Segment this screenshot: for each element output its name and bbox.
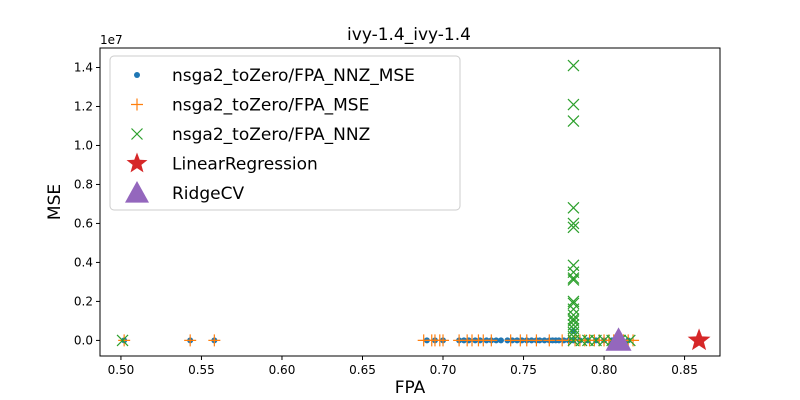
y-axis-ticks: 0.0 0.2 0.4 0.6 0.8 1.0 1.2 1.4	[74, 60, 100, 347]
series-x	[116, 59, 636, 347]
x-axis-ticks: 0.50 0.55 0.60 0.65 0.70 0.75 0.80 0.85	[108, 356, 698, 377]
data-point	[567, 330, 580, 343]
series-star	[687, 328, 711, 351]
x-tick-label: 0.70	[430, 363, 457, 377]
x-tick-label: 0.55	[188, 363, 215, 377]
legend-item: nsga2_toZero/FPA_NNZ	[131, 125, 370, 145]
series-circle	[121, 328, 632, 344]
data-point	[567, 115, 580, 128]
y-axis-label: MSE	[45, 184, 65, 220]
data-point	[116, 334, 129, 347]
data-point	[567, 309, 580, 321]
data-point	[567, 221, 580, 234]
legend-label: nsga2_toZero/FPA_NNZ_MSE	[172, 66, 415, 86]
x-tick-label: 0.75	[510, 363, 537, 377]
data-point	[118, 334, 131, 347]
data-point	[567, 274, 580, 286]
x-tick-label: 0.60	[269, 363, 296, 377]
data-point	[567, 98, 580, 111]
legend-label: RidgeCV	[172, 184, 244, 204]
y-tick-label: 0.6	[74, 216, 93, 230]
plot-frame	[99, 47, 721, 357]
series-triangle	[605, 327, 632, 351]
data-point	[543, 334, 556, 347]
legend-item: nsga2_toZero/FPA_NNZ_MSE	[134, 66, 415, 86]
data-point	[567, 59, 580, 72]
data-point	[184, 334, 197, 347]
legend-label: nsga2_toZero/FPA_MSE	[172, 96, 369, 116]
data-point	[575, 334, 588, 347]
data-point	[125, 181, 149, 203]
data-point	[208, 334, 221, 347]
data-point	[567, 217, 580, 230]
x-tick-label: 0.85	[671, 363, 698, 377]
x-tick-label: 0.65	[349, 363, 376, 377]
y-tick-label: 1.4	[74, 60, 93, 74]
y-tick-label: 0.0	[74, 333, 93, 347]
legend-box	[109, 55, 461, 211]
y-tick-label: 0.2	[74, 294, 93, 308]
y-offset-label: 1e7	[100, 33, 123, 47]
legend-item: LinearRegression	[126, 152, 318, 175]
data-point	[605, 327, 632, 351]
x-axis-label: FPA	[395, 378, 426, 398]
legend: nsga2_toZero/FPA_NNZ_MSE nsga2_toZero/FPA…	[109, 55, 461, 211]
legend-label: LinearRegression	[172, 155, 318, 175]
series-plus	[118, 334, 640, 347]
data-point	[567, 313, 580, 325]
data-point	[567, 297, 580, 310]
data-point	[437, 334, 450, 347]
x-tick-label: 0.80	[591, 363, 618, 377]
plot-marks	[116, 59, 711, 351]
x-tick-label: 0.50	[108, 363, 135, 377]
data-point	[627, 334, 640, 347]
y-tick-label: 0.8	[74, 177, 93, 191]
data-point	[530, 334, 543, 347]
legend-item: RidgeCV	[125, 181, 244, 204]
legend-label: nsga2_toZero/FPA_NNZ	[172, 125, 370, 145]
y-tick-label: 1.2	[74, 99, 93, 113]
data-point	[126, 152, 148, 173]
data-point	[567, 201, 580, 214]
data-point	[687, 328, 711, 351]
data-point	[131, 98, 143, 111]
y-tick-label: 1.0	[74, 138, 93, 152]
data-point	[485, 334, 498, 347]
data-point	[131, 128, 143, 140]
data-point	[497, 337, 504, 344]
data-point	[567, 272, 580, 284]
data-point	[134, 72, 140, 78]
data-point	[567, 259, 580, 272]
legend-item: nsga2_toZero/FPA_MSE	[131, 96, 369, 116]
chart-title: ivy-1.4_ivy-1.4	[347, 25, 471, 45]
data-point	[567, 303, 580, 316]
y-tick-label: 0.4	[74, 255, 93, 269]
